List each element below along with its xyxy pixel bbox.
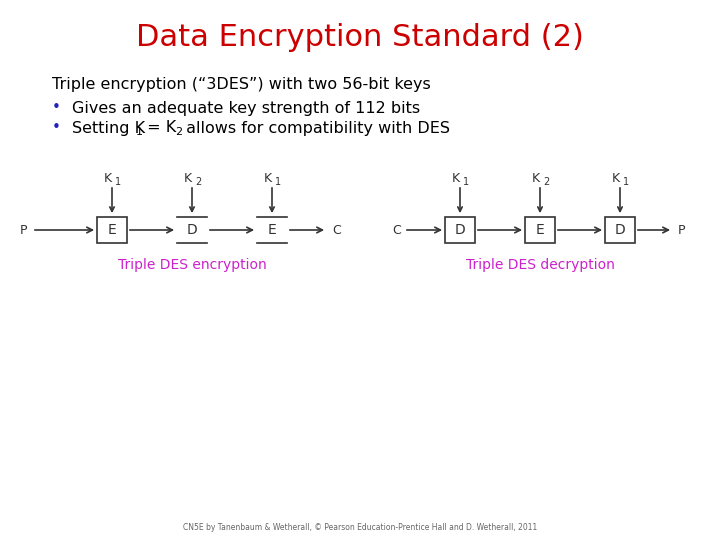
Text: C: C: [332, 224, 341, 237]
Bar: [525, 217, 555, 243]
Text: Triple encryption (“3DES”) with two 56-bit keys: Triple encryption (“3DES”) with two 56-b…: [52, 78, 431, 92]
Text: K: K: [452, 172, 460, 186]
Text: 2: 2: [195, 177, 202, 187]
Text: P: P: [20, 224, 27, 237]
Text: Triple DES decryption: Triple DES decryption: [466, 258, 614, 272]
Bar: [445, 217, 475, 243]
Text: K: K: [612, 172, 620, 186]
Text: 1: 1: [136, 127, 143, 137]
Text: K: K: [264, 172, 272, 186]
Text: K: K: [184, 172, 192, 186]
Text: = K: = K: [142, 120, 176, 136]
Text: 1: 1: [115, 177, 121, 187]
Text: D: D: [615, 223, 626, 237]
Text: D: D: [186, 223, 197, 237]
Text: K: K: [104, 172, 112, 186]
Text: E: E: [107, 223, 117, 237]
Bar: [97, 217, 127, 243]
Text: Gives an adequate key strength of 112 bits: Gives an adequate key strength of 112 bi…: [72, 100, 420, 116]
Text: D: D: [454, 223, 465, 237]
Text: •: •: [52, 100, 61, 116]
Text: •: •: [52, 120, 61, 136]
Bar: [605, 217, 635, 243]
Text: 2: 2: [543, 177, 549, 187]
Text: Triple DES encryption: Triple DES encryption: [117, 258, 266, 272]
Text: E: E: [268, 223, 276, 237]
Text: K: K: [532, 172, 540, 186]
Text: Data Encryption Standard (2): Data Encryption Standard (2): [136, 23, 584, 51]
Text: 1: 1: [275, 177, 281, 187]
Text: C: C: [392, 224, 401, 237]
Text: 2: 2: [175, 127, 182, 137]
Text: 1: 1: [623, 177, 629, 187]
Text: CN5E by Tanenbaum & Wetherall, © Pearson Education-Prentice Hall and D. Wetheral: CN5E by Tanenbaum & Wetherall, © Pearson…: [183, 523, 537, 532]
Text: 1: 1: [463, 177, 469, 187]
Text: Setting K: Setting K: [72, 120, 145, 136]
Text: P: P: [678, 224, 685, 237]
Text: E: E: [536, 223, 544, 237]
Text: allows for compatibility with DES: allows for compatibility with DES: [181, 120, 450, 136]
